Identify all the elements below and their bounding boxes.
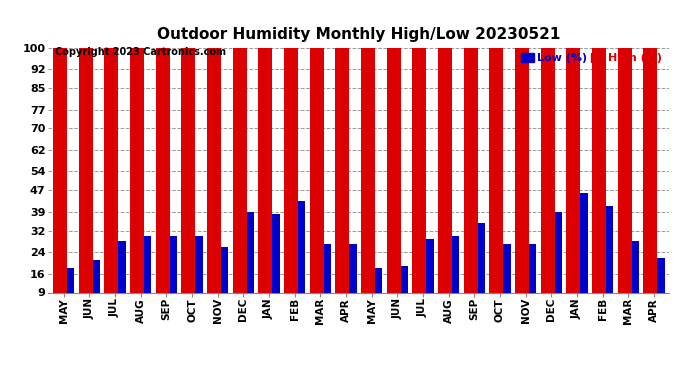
Legend: Low (%), High (%): Low (%), High (%) (518, 51, 664, 66)
Bar (401, 266, 408, 317)
Bar (413, 48, 426, 317)
Bar (258, 48, 273, 317)
Bar (375, 268, 382, 317)
Bar (324, 244, 331, 317)
Bar (349, 244, 357, 317)
Bar (119, 242, 126, 317)
Bar (207, 48, 221, 317)
Bar (426, 239, 433, 317)
Bar (53, 48, 67, 317)
Bar (156, 48, 170, 317)
Bar (361, 48, 375, 317)
Bar (221, 247, 228, 317)
Text: Copyright 2023 Cartronics.com: Copyright 2023 Cartronics.com (55, 48, 226, 57)
Bar (335, 48, 349, 317)
Bar (515, 48, 529, 317)
Bar (529, 244, 536, 317)
Bar (592, 48, 606, 317)
Bar (540, 48, 555, 317)
Bar (643, 48, 658, 317)
Bar (104, 48, 119, 317)
Bar (67, 268, 75, 317)
Bar (489, 48, 504, 317)
Title: Outdoor Humidity Monthly High/Low 20230521: Outdoor Humidity Monthly High/Low 202305… (157, 27, 560, 42)
Bar (170, 236, 177, 317)
Bar (658, 258, 664, 317)
Bar (144, 236, 151, 317)
Bar (79, 48, 93, 317)
Bar (464, 48, 477, 317)
Bar (247, 212, 254, 317)
Bar (195, 236, 203, 317)
Bar (555, 212, 562, 317)
Bar (93, 260, 100, 317)
Bar (632, 242, 639, 317)
Bar (310, 48, 324, 317)
Bar (452, 236, 460, 317)
Bar (566, 48, 580, 317)
Bar (438, 48, 452, 317)
Bar (233, 48, 247, 317)
Bar (580, 193, 588, 317)
Bar (284, 48, 298, 317)
Bar (606, 206, 613, 317)
Bar (504, 244, 511, 317)
Bar (386, 48, 401, 317)
Bar (298, 201, 305, 317)
Bar (273, 214, 279, 317)
Bar (618, 48, 632, 317)
Bar (181, 48, 195, 317)
Bar (477, 222, 485, 317)
Bar (130, 48, 144, 317)
